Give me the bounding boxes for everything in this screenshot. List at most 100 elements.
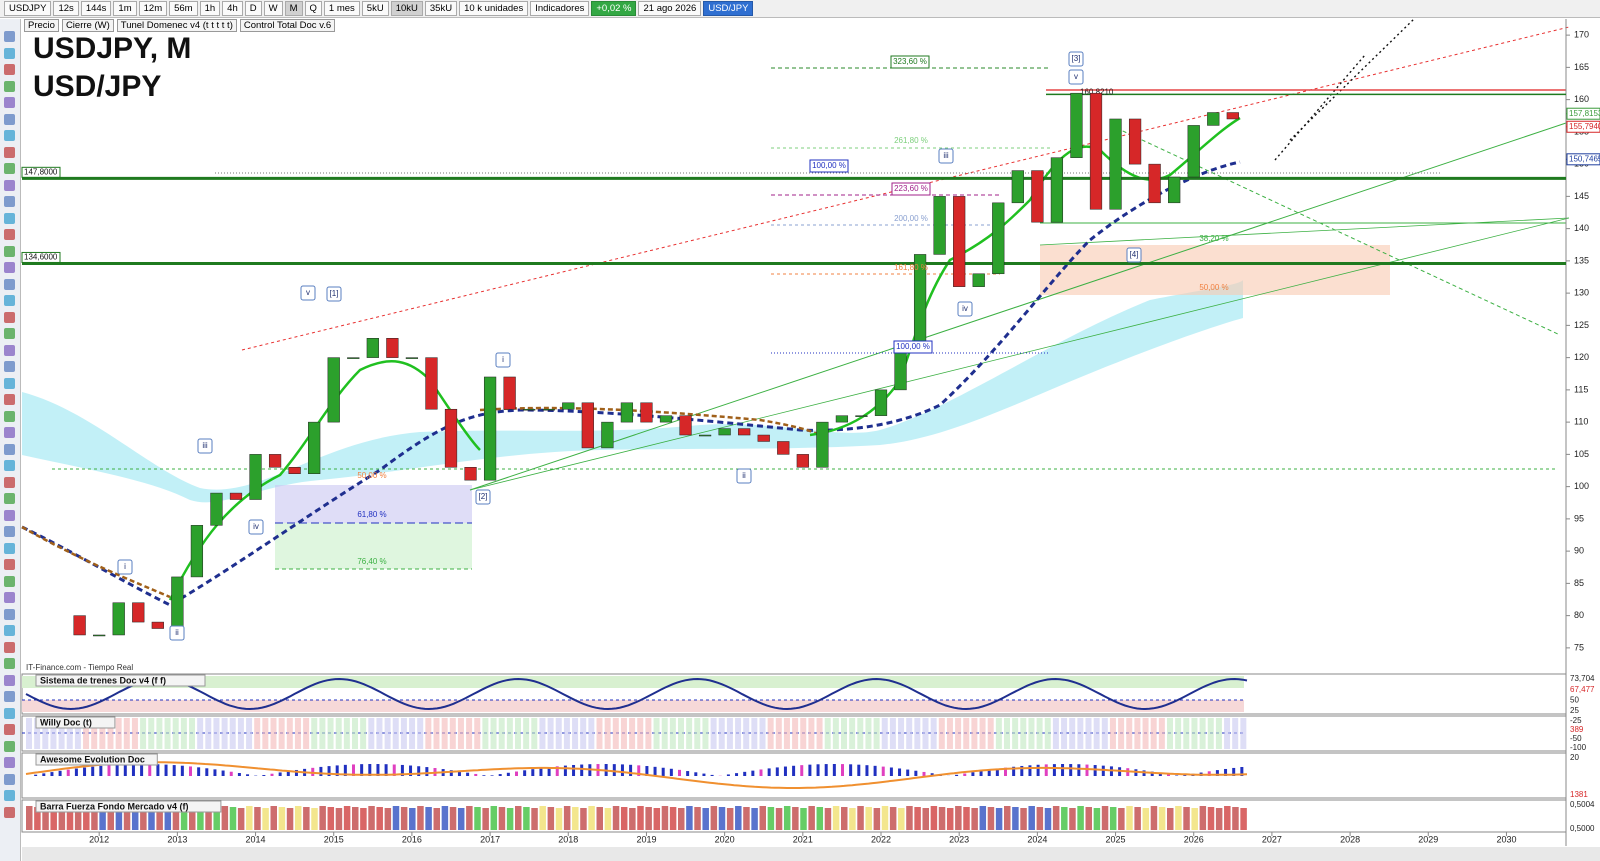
toolbar-button[interactable]: Indicadores: [530, 1, 590, 16]
legend-item[interactable]: Precio: [24, 19, 59, 32]
x-tick-label: 2013: [167, 834, 187, 844]
tool-icon[interactable]: [4, 493, 15, 504]
pane-bar: [197, 718, 204, 749]
legend-item[interactable]: Cierre (W): [61, 19, 114, 32]
tool-icon[interactable]: [4, 460, 15, 471]
tool-icon[interactable]: [4, 674, 15, 686]
tool-icon[interactable]: [4, 806, 15, 818]
toolbar-button[interactable]: 4h: [222, 1, 243, 16]
toolbar-button[interactable]: 5kU: [361, 1, 389, 16]
tool-icon[interactable]: [4, 658, 15, 669]
toolbar-button[interactable]: 21 ago 2026: [638, 1, 702, 16]
tool-icon[interactable]: [4, 592, 15, 603]
pane-bar: [42, 718, 49, 749]
tool-icon[interactable]: [4, 64, 15, 75]
tool-icon[interactable]: [4, 179, 15, 191]
tool-icon[interactable]: [4, 575, 15, 587]
pane-bar: [262, 718, 269, 749]
tool-icon[interactable]: [4, 229, 15, 240]
toolbar-button[interactable]: W: [263, 1, 283, 16]
tool-icon[interactable]: [4, 262, 15, 273]
tool-icon[interactable]: [4, 691, 15, 702]
pane-bar: [1240, 808, 1247, 830]
tool-icon[interactable]: [4, 790, 15, 801]
tool-icon[interactable]: [4, 130, 15, 141]
tool-icon[interactable]: [4, 526, 15, 537]
tool-icon[interactable]: [4, 196, 15, 207]
pane-bar: [596, 807, 603, 830]
pane-bar: [531, 808, 538, 830]
toolbar-button[interactable]: +0,02 %: [591, 1, 637, 16]
toolbar-button[interactable]: 144s: [80, 1, 112, 16]
tool-icon[interactable]: [4, 509, 15, 521]
toolbar-button[interactable]: 35kU: [424, 1, 458, 16]
tool-icon[interactable]: [4, 773, 15, 785]
toolbar-button[interactable]: 10 k unidades: [459, 1, 529, 16]
pane-bar: [596, 764, 600, 776]
tool-icon[interactable]: [4, 740, 15, 752]
tool-icon[interactable]: [4, 295, 15, 306]
moving-average: [21, 160, 1241, 607]
x-tick-label: 2027: [1262, 834, 1282, 844]
toolbar-button[interactable]: M: [284, 1, 303, 16]
candle: [855, 415, 868, 417]
tool-icon[interactable]: [4, 278, 15, 290]
price-label: 155,7940: [1569, 122, 1600, 131]
tool-icon[interactable]: [4, 625, 15, 636]
tool-icon[interactable]: [4, 311, 15, 323]
pane-bar: [857, 806, 864, 830]
tool-icon[interactable]: [4, 31, 15, 42]
pane-bar: [180, 765, 184, 776]
tool-icon[interactable]: [4, 542, 15, 554]
toolbar-button[interactable]: USDJPY: [4, 1, 52, 16]
pane-bar: [604, 808, 612, 830]
tool-icon[interactable]: [4, 559, 15, 570]
tool-icon[interactable]: [4, 757, 15, 768]
chart-subtitle: USD/JPY: [33, 70, 161, 103]
tool-icon[interactable]: [4, 377, 15, 389]
tool-icon[interactable]: [4, 707, 15, 719]
pane-bar: [433, 718, 440, 749]
pane-bar: [792, 807, 799, 830]
toolbar-button[interactable]: 1h: [199, 1, 221, 16]
tool-icon[interactable]: [4, 113, 15, 125]
toolbar-button[interactable]: 10kU: [390, 1, 423, 16]
toolbar-button[interactable]: 12s: [53, 1, 79, 16]
x-tick-label: 2012: [89, 834, 109, 844]
tool-icon[interactable]: [4, 427, 15, 438]
tool-icon[interactable]: [4, 163, 15, 174]
tool-icon[interactable]: [4, 47, 15, 59]
pane-bar: [604, 718, 611, 749]
tool-icon[interactable]: [4, 641, 15, 653]
toolbar-button[interactable]: 56m: [169, 1, 198, 16]
pane-bar: [335, 765, 339, 776]
legend-item[interactable]: Control Total Doc v.6: [239, 19, 336, 32]
tool-icon[interactable]: [4, 212, 15, 224]
pane-bar: [620, 807, 628, 830]
tool-icon[interactable]: [4, 724, 15, 735]
tool-icon[interactable]: [4, 361, 15, 372]
tool-icon[interactable]: [4, 80, 15, 92]
toolbar-button[interactable]: Q: [304, 1, 322, 16]
tool-icon[interactable]: [4, 394, 15, 405]
tool-icon[interactable]: [4, 344, 15, 356]
tool-icon[interactable]: [4, 97, 15, 108]
tool-icon[interactable]: [4, 476, 15, 488]
toolbar-button[interactable]: USD/JPY: [703, 1, 754, 16]
tool-icon[interactable]: [4, 410, 15, 422]
pane-bar: [449, 807, 457, 830]
legend-item[interactable]: Tunel Domenec v4 (t t t t t): [116, 19, 237, 32]
toolbar-button[interactable]: 12m: [138, 1, 168, 16]
tool-icon[interactable]: [4, 328, 15, 339]
pane-bar: [449, 770, 453, 776]
toolbar-button[interactable]: 1m: [113, 1, 137, 16]
pane-bar: [441, 718, 448, 749]
candle: [1226, 112, 1239, 120]
tool-icon[interactable]: [4, 146, 15, 158]
toolbar-button[interactable]: 1 mes: [323, 1, 360, 16]
tool-icon[interactable]: [4, 245, 15, 257]
tool-icon[interactable]: [4, 608, 15, 620]
pane-bar: [34, 774, 38, 776]
toolbar-button[interactable]: D: [244, 1, 262, 16]
tool-icon[interactable]: [4, 443, 15, 455]
